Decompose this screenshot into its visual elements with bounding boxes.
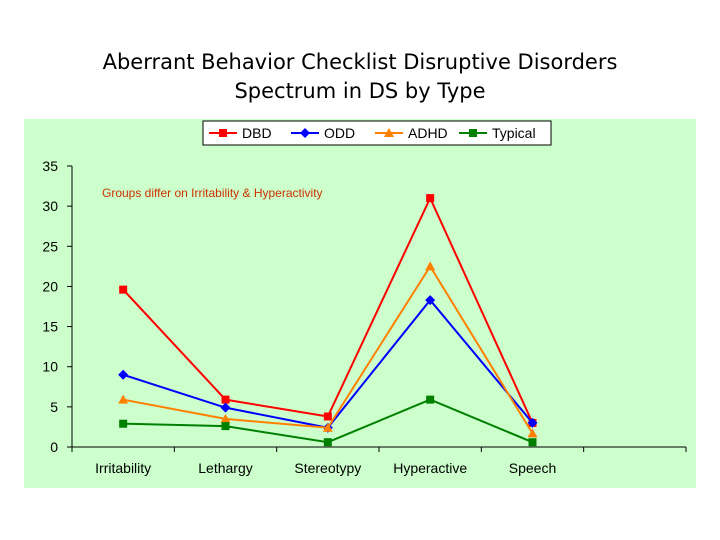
x-tick-label: Lethargy <box>198 460 252 476</box>
title-line-2: Spectrum in DS by Type <box>234 79 486 103</box>
x-tick-label: Speech <box>509 460 556 476</box>
legend-box <box>202 120 552 146</box>
data-point-dbd <box>221 395 230 404</box>
series-adhd <box>118 261 538 438</box>
y-tick-label: 35 <box>42 158 58 174</box>
legend: DBD ODD ADHD Typical <box>202 120 552 146</box>
data-point-adhd <box>425 261 436 271</box>
data-point-adhd <box>220 413 231 423</box>
legend-label: DBD <box>242 125 272 141</box>
data-point-adhd <box>118 394 129 404</box>
data-point-typical <box>323 438 332 447</box>
legend-entry-odd: ODD <box>291 125 355 141</box>
x-tick-label: Stereotypy <box>294 460 361 476</box>
y-tick-label: 10 <box>42 359 58 375</box>
slide-title: Aberrant Behavior Checklist Disruptive D… <box>0 48 720 106</box>
data-point-odd <box>118 369 129 380</box>
chart-background <box>24 119 696 488</box>
x-tick-label: Hyperactive <box>393 460 467 476</box>
y-tick-label: 30 <box>42 198 58 214</box>
y-tick-label: 15 <box>42 319 58 335</box>
data-point-adhd <box>322 422 333 432</box>
y-tick-label: 0 <box>50 439 58 455</box>
legend-swatch-marker <box>384 128 394 137</box>
data-point-typical <box>119 419 128 428</box>
legend-swatch-marker <box>469 129 477 137</box>
series-layer <box>118 194 538 447</box>
y-tick-label: 25 <box>42 238 58 254</box>
data-point-adhd <box>527 428 538 438</box>
data-point-dbd <box>323 412 332 421</box>
data-point-typical <box>528 438 537 447</box>
legend-label: Typical <box>492 125 536 141</box>
y-tick-label: 5 <box>50 399 58 415</box>
data-point-dbd <box>119 285 128 294</box>
chart-annotation: Groups differ on Irritability & Hyperact… <box>102 186 323 200</box>
x-tick-label: Irritability <box>95 460 151 476</box>
legend-swatch-marker <box>300 128 310 138</box>
data-point-typical <box>221 422 230 431</box>
title-line-1: Aberrant Behavior Checklist Disruptive D… <box>102 50 618 74</box>
series-typical <box>119 395 537 447</box>
legend-entry-typical: Typical <box>459 125 536 141</box>
data-point-odd <box>527 417 538 428</box>
legend-entry-adhd: ADHD <box>375 125 448 141</box>
legend-label: ADHD <box>408 125 448 141</box>
legend-label: ODD <box>324 125 355 141</box>
data-point-typical <box>426 395 435 404</box>
data-point-dbd <box>426 194 435 203</box>
legend-entry-dbd: DBD <box>209 125 272 141</box>
legend-swatch-marker <box>219 129 227 137</box>
data-point-odd <box>425 295 436 306</box>
data-point-odd <box>220 402 231 413</box>
axes: 0 5 10 15 20 25 30 35 Irritability Lethargy Stereo… <box>42 158 687 476</box>
y-tick-label: 20 <box>42 278 58 294</box>
